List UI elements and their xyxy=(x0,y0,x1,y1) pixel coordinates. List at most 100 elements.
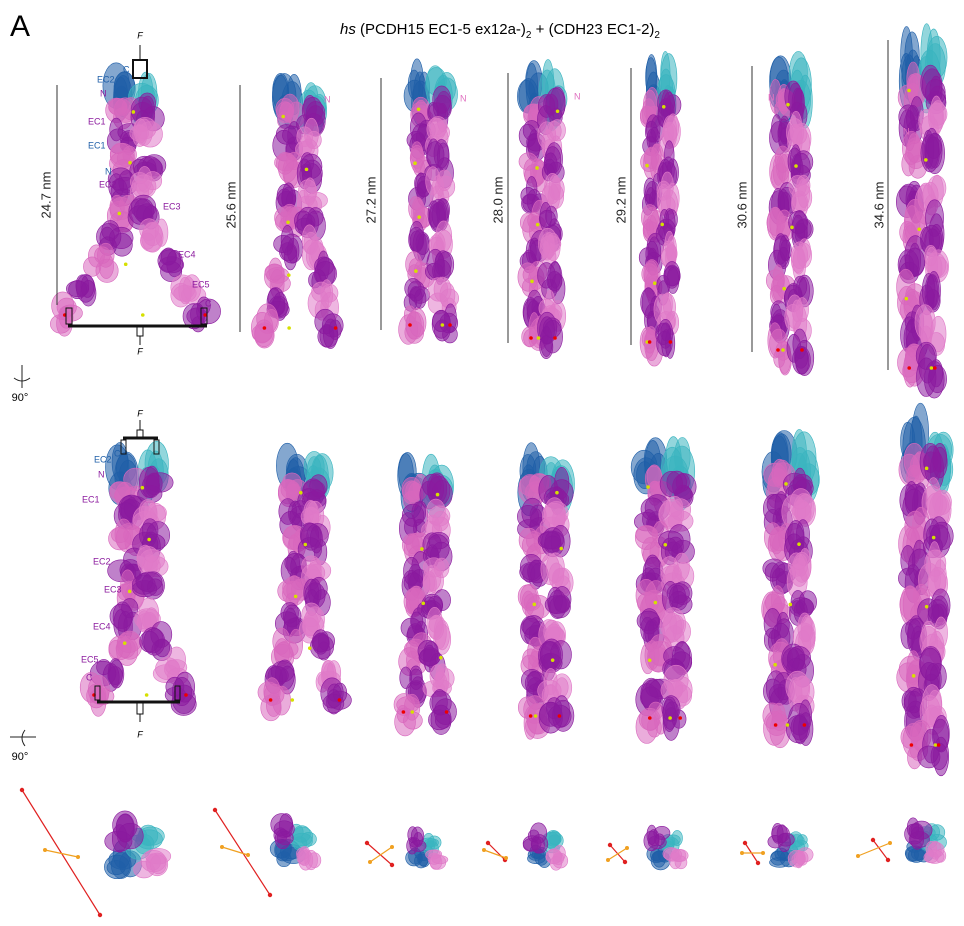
calcium xyxy=(653,281,657,285)
domain xyxy=(283,605,301,627)
domain xyxy=(921,621,936,650)
domain-label: EC2 xyxy=(97,74,115,84)
domain xyxy=(646,115,660,143)
axis-end xyxy=(390,863,394,867)
calcium xyxy=(305,168,309,172)
axis-end xyxy=(365,841,369,845)
domain xyxy=(798,179,810,208)
structures xyxy=(50,24,953,879)
domain xyxy=(921,134,940,172)
axis-end xyxy=(888,841,892,845)
domain xyxy=(517,505,538,528)
domain xyxy=(540,317,555,344)
domain xyxy=(434,277,451,302)
calcium xyxy=(535,166,539,170)
calcium xyxy=(790,226,794,230)
calcium xyxy=(645,164,649,168)
calcium xyxy=(128,590,132,594)
terminus xyxy=(529,714,533,718)
axis-end xyxy=(761,851,765,855)
axis-end xyxy=(43,848,47,852)
domain-label: EC2 xyxy=(93,556,111,566)
domain xyxy=(793,329,807,359)
domain xyxy=(645,555,660,582)
calcium xyxy=(551,658,555,662)
domain xyxy=(427,535,450,562)
terminus xyxy=(263,326,267,330)
calcium xyxy=(925,605,929,609)
domain xyxy=(531,835,548,854)
axis-end xyxy=(213,808,217,812)
domain xyxy=(796,298,808,322)
terminus xyxy=(803,723,807,727)
axis-end xyxy=(740,851,744,855)
calcium xyxy=(132,110,136,114)
axis-end xyxy=(623,860,627,864)
domain xyxy=(150,855,166,874)
domain-label: C xyxy=(114,448,121,458)
terminus xyxy=(910,743,914,747)
axis-end xyxy=(504,856,508,860)
terminus xyxy=(529,336,533,340)
domain xyxy=(265,264,284,280)
calcium xyxy=(532,603,536,607)
calcium xyxy=(782,287,786,291)
domain xyxy=(789,703,811,735)
domain xyxy=(636,579,657,612)
calcium xyxy=(299,491,303,495)
terminus xyxy=(776,348,780,352)
domain xyxy=(443,326,458,343)
terminus xyxy=(648,340,652,344)
domain xyxy=(293,826,310,843)
domain xyxy=(138,121,163,147)
domain-label: C xyxy=(205,298,212,308)
domain xyxy=(791,242,807,269)
domain xyxy=(264,678,280,706)
calcium xyxy=(925,467,929,471)
domain xyxy=(656,323,671,345)
axis-line xyxy=(484,850,506,858)
calcium xyxy=(141,313,145,317)
calcium xyxy=(917,227,921,231)
domain xyxy=(787,649,799,672)
terminus xyxy=(402,710,406,714)
domain xyxy=(546,143,563,176)
rotation-label: 90° xyxy=(12,751,29,763)
axis-end xyxy=(246,853,250,857)
n-label: N xyxy=(903,126,910,136)
calcium xyxy=(932,536,936,540)
axis-end xyxy=(368,860,372,864)
calcium xyxy=(123,641,127,645)
domain xyxy=(788,850,805,867)
domain xyxy=(137,545,153,574)
calcium xyxy=(934,743,938,747)
calcium xyxy=(308,646,312,650)
domain xyxy=(925,245,937,266)
terminus xyxy=(933,366,937,370)
domain xyxy=(907,74,918,98)
domain xyxy=(109,99,131,116)
domain xyxy=(549,120,565,141)
terminus xyxy=(184,693,188,697)
domain xyxy=(648,830,658,846)
axis-end xyxy=(98,913,102,917)
calcium xyxy=(147,538,151,542)
domain xyxy=(427,607,443,639)
length-label: 28.0 nm xyxy=(490,177,505,224)
domain-label: EC4 xyxy=(178,249,196,259)
calcium xyxy=(536,223,540,227)
terminus xyxy=(338,698,342,702)
domain xyxy=(110,118,123,141)
calcium xyxy=(905,297,909,301)
domain xyxy=(410,113,426,143)
calcium xyxy=(930,366,934,370)
domain xyxy=(772,825,790,842)
domain xyxy=(542,503,566,528)
domain xyxy=(667,267,679,293)
domain xyxy=(664,848,682,861)
domain xyxy=(548,590,566,618)
panel-label: A xyxy=(10,10,30,43)
calcium xyxy=(439,656,443,660)
domain xyxy=(140,631,159,652)
domain xyxy=(541,639,563,671)
